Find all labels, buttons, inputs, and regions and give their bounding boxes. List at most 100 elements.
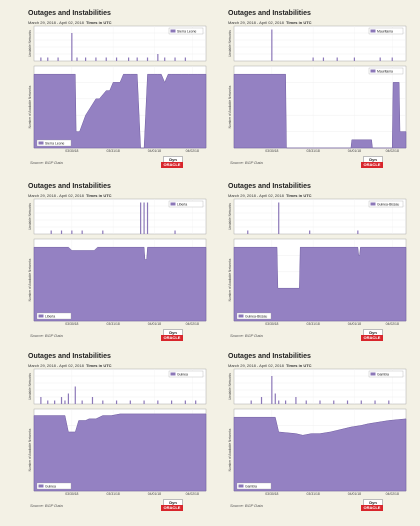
available-ylabel: Number of Available Networks (28, 258, 32, 301)
x-tick-label: 04/02/18 (186, 149, 199, 153)
unstable-bar (171, 400, 173, 404)
unstable-bar (319, 400, 321, 404)
unstable-bar (54, 400, 56, 404)
legend-label: Sierra Leone (45, 141, 65, 145)
source-note: Source: BGP Data (30, 160, 63, 165)
unstable-bar (260, 397, 263, 404)
unstable-bar (71, 33, 73, 61)
timezone-note: Times in UTC (286, 363, 312, 368)
unstable-bar (295, 397, 297, 404)
panel-subtitle: March 29, 2018 - April 02, 2018 Times in… (28, 20, 112, 25)
unstable-ylabel: Unstable Networks (228, 373, 232, 400)
unstable-bar (67, 393, 69, 404)
unstable-plot: Unstable Networks Mauritania (228, 25, 407, 62)
x-tick-label: 03/31/18 (307, 322, 320, 326)
timezone-note: Times in UTC (286, 193, 312, 198)
unstable-bar (322, 57, 325, 61)
unstable-bar (76, 57, 78, 61)
unstable-legend: Mauritania (368, 27, 404, 35)
legend-swatch (370, 202, 376, 206)
unstable-plot: Unstable Networks Sierra Leone (28, 25, 207, 62)
unstable-bar (85, 57, 87, 61)
legend-label: Liberia (177, 202, 187, 206)
unstable-bar (391, 57, 393, 61)
x-tick-label: 04/01/18 (148, 149, 161, 153)
available-plot: 03/30/18 03/31/18 04/01/18 04/02/18 Number o… (28, 238, 207, 326)
oracle-logo: ORACLE (161, 162, 183, 168)
available-area (233, 73, 407, 149)
panel-subtitle: March 29, 2018 - April 02, 2018 Times in… (28, 193, 112, 198)
available-ylabel: Number of Available Networks (228, 428, 232, 471)
legend-box (168, 200, 204, 208)
x-tick-label: 03/30/18 (265, 149, 278, 153)
legend-box (236, 312, 272, 320)
panel-subtitle: March 29, 2018 - April 02, 2018 Times in… (228, 193, 312, 198)
unstable-bar (40, 57, 42, 61)
legend-swatch (170, 372, 176, 376)
unstable-bar (91, 397, 94, 404)
legend-box (368, 200, 404, 208)
legend-label: Sierra Leone (177, 29, 197, 33)
legend-swatch (370, 29, 376, 33)
available-legend: Guinea (36, 482, 72, 490)
unstable-bar (47, 57, 49, 61)
unstable-bar (157, 400, 159, 404)
legend-box (368, 67, 404, 75)
panel-subtitle: March 29, 2018 - April 02, 2018 Times in… (228, 363, 312, 368)
available-area (33, 73, 207, 149)
panel-title: Outages and Instabilities (28, 10, 111, 17)
unstable-bar (102, 400, 104, 404)
available-ylabel: Number of Available Networks (228, 85, 232, 128)
legend-label: Guinea (45, 484, 56, 488)
panel-title: Outages and Instabilities (228, 10, 311, 17)
unstable-bar (388, 400, 390, 404)
available-plot: 03/30/18 03/31/18 04/01/18 04/02/18 Number o… (228, 65, 407, 153)
x-tick-label: 03/31/18 (107, 149, 120, 153)
legend-swatch (170, 29, 176, 33)
unstable-bar (115, 400, 118, 404)
unstable-bar (174, 57, 176, 61)
unstable-bar (143, 400, 145, 404)
x-tick-label: 04/02/18 (186, 322, 199, 326)
unstable-bar (64, 400, 66, 404)
unstable-bar (95, 57, 97, 61)
legend-swatch (38, 141, 44, 145)
unstable-plot: Unstable Networks Guinea-Bissau (228, 198, 407, 235)
available-legend: Guinea-Bissau (236, 312, 272, 320)
unstable-bar (250, 400, 252, 404)
unstable-legend: Guinea (168, 370, 204, 378)
outage-panel: Outages and Instabilities March 29, 2018 … (226, 353, 407, 513)
unstable-legend: Guinea-Bissau (368, 200, 404, 208)
date-range: March 29, 2018 - April 02, 2018 (28, 20, 84, 25)
panel-title: Outages and Instabilities (28, 183, 111, 190)
legend-box (168, 370, 204, 378)
available-area (33, 413, 207, 492)
unstable-ylabel: Unstable Networks (28, 30, 32, 57)
oracle-logo: ORACLE (161, 335, 183, 341)
x-tick-label: 04/01/18 (148, 492, 161, 496)
x-tick-label: 04/02/18 (386, 322, 399, 326)
panel-subtitle: March 29, 2018 - April 02, 2018 Times in… (28, 363, 112, 368)
available-legend: Sierra Leone (36, 139, 72, 147)
unstable-bar (140, 202, 142, 234)
unstable-bar (184, 57, 186, 61)
date-range: March 29, 2018 - April 02, 2018 (28, 363, 84, 368)
unstable-bar (360, 400, 362, 404)
legend-swatch (238, 484, 244, 488)
x-tick-label: 03/30/18 (65, 149, 78, 153)
panel-title: Outages and Instabilities (228, 183, 311, 190)
source-note: Source: BGP Data (30, 333, 63, 338)
unstable-bar (60, 397, 63, 404)
panel-title: Outages and Instabilities (228, 353, 311, 360)
unstable-ylabel: Unstable Networks (228, 203, 232, 230)
timezone-note: Times in UTC (86, 20, 112, 25)
unstable-bar (81, 230, 83, 234)
available-plot: 03/30/18 03/31/18 04/01/18 04/02/18 Number o… (28, 65, 207, 153)
unstable-bar (157, 54, 159, 61)
outage-panel: Outages and Instabilities March 29, 2018 … (226, 10, 407, 170)
unstable-bar (105, 57, 107, 61)
panel-title: Outages and Instabilities (28, 353, 111, 360)
available-plot: 03/30/18 03/31/18 04/01/18 04/02/18 Number o… (228, 238, 407, 326)
unstable-legend: Liberia (168, 200, 204, 208)
